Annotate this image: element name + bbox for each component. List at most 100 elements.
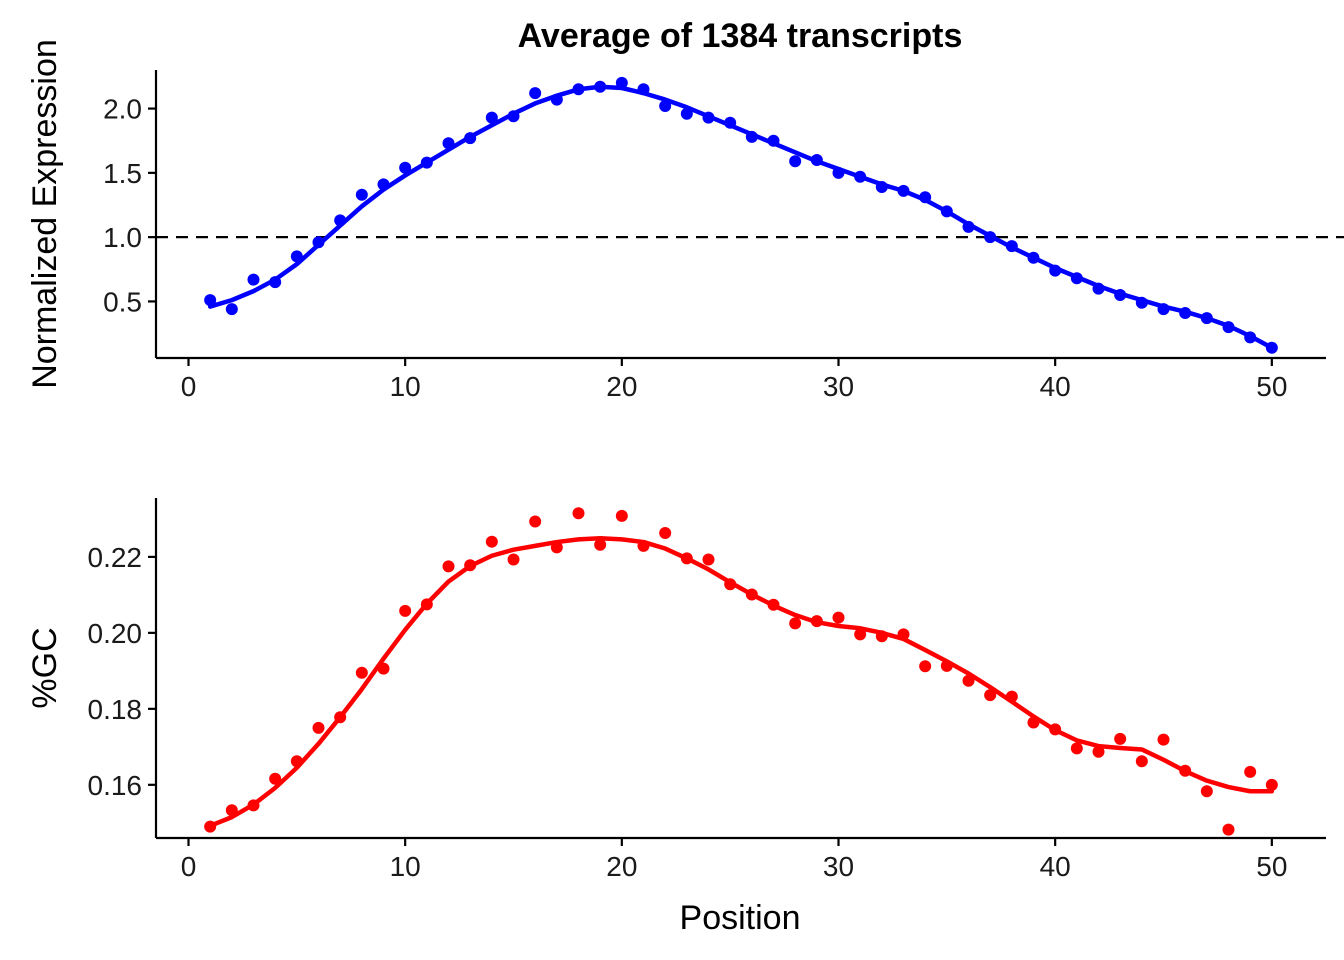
data-point <box>745 130 758 143</box>
data-point <box>204 294 217 307</box>
data-point <box>789 155 802 168</box>
data-point <box>377 662 390 675</box>
data-point <box>767 598 780 611</box>
data-point <box>355 188 368 201</box>
data-point <box>789 617 802 630</box>
data-point <box>962 674 975 687</box>
x-tick-label: 30 <box>823 851 854 882</box>
x-tick-label: 0 <box>181 371 197 402</box>
data-point <box>420 598 433 611</box>
data-point <box>334 711 347 724</box>
data-point <box>442 137 455 150</box>
data-point <box>1244 765 1257 778</box>
data-point <box>442 560 455 573</box>
data-point <box>919 191 932 204</box>
data-point <box>680 107 693 120</box>
data-point <box>875 181 888 193</box>
data-point <box>1179 764 1192 777</box>
data-point <box>615 76 628 89</box>
x-tick-label: 50 <box>1256 371 1287 402</box>
data-point <box>507 553 520 566</box>
data-point <box>724 578 737 591</box>
y-tick-label: 0.18 <box>88 694 143 725</box>
y-tick-label: 0.5 <box>103 286 142 317</box>
y-tick-label: 1.0 <box>103 222 142 253</box>
data-point <box>225 303 238 316</box>
data-point <box>269 772 282 785</box>
data-point <box>984 689 997 702</box>
data-point <box>399 161 412 174</box>
x-tick-label: 30 <box>823 371 854 402</box>
data-point <box>204 820 217 833</box>
data-point <box>1092 745 1105 758</box>
data-point <box>897 184 910 197</box>
data-point <box>507 110 520 123</box>
data-point <box>529 515 542 528</box>
data-point <box>615 509 628 522</box>
data-point <box>334 214 347 227</box>
data-point <box>854 628 867 641</box>
data-point <box>897 628 910 641</box>
tick-group: 0 10 20 30 40 50 0.5 1.0 1.5 2.0 <box>103 94 1287 402</box>
data-point <box>962 220 975 233</box>
y-tick-label: 0.20 <box>88 618 143 649</box>
data-point <box>550 93 563 106</box>
data-point <box>1135 755 1148 768</box>
data-point <box>659 526 672 539</box>
data-point <box>355 666 368 679</box>
x-tick-label: 0 <box>181 851 197 882</box>
data-point <box>810 154 823 166</box>
data-point <box>810 615 823 628</box>
data-point <box>1135 296 1148 309</box>
data-point <box>637 83 650 96</box>
data-point <box>1157 733 1170 746</box>
data-marks <box>204 507 1278 836</box>
data-point <box>940 659 953 672</box>
data-point <box>1005 240 1018 253</box>
data-point <box>659 100 672 112</box>
smooth-fit-line <box>207 536 1275 829</box>
data-point <box>550 541 563 554</box>
data-point <box>247 799 260 812</box>
x-tick-label: 20 <box>606 371 637 402</box>
data-point <box>485 111 498 124</box>
data-point <box>269 276 282 289</box>
y-axis-label: Normalized Expression <box>26 39 64 389</box>
data-point <box>1157 303 1170 316</box>
data-point <box>637 539 650 552</box>
data-point <box>572 83 585 96</box>
data-point <box>399 604 412 617</box>
data-point <box>312 236 325 249</box>
x-tick-label: 40 <box>1040 371 1071 402</box>
axes-group <box>154 498 1326 840</box>
data-point <box>1222 321 1235 334</box>
data-point <box>767 134 780 147</box>
data-point <box>940 205 953 218</box>
data-point <box>594 80 607 93</box>
chart-title: Average of 1384 transcripts <box>518 17 963 55</box>
data-point <box>832 166 845 179</box>
y-tick-label: 0.22 <box>88 542 143 573</box>
y-axis-label: %GC <box>26 627 64 708</box>
data-point <box>1049 723 1062 736</box>
data-point <box>1070 272 1083 285</box>
data-point <box>1200 312 1213 325</box>
y-tick-label: 2.0 <box>103 94 142 125</box>
data-point <box>832 611 845 624</box>
data-point <box>225 804 238 817</box>
x-tick-label: 10 <box>390 371 421 402</box>
x-tick-label: 50 <box>1256 851 1287 882</box>
data-point <box>1005 690 1018 703</box>
x-tick-label: 10 <box>390 851 421 882</box>
data-point <box>1114 732 1127 745</box>
data-point <box>919 660 932 673</box>
data-point <box>702 553 715 566</box>
data-point <box>594 538 607 551</box>
data-point <box>1200 785 1213 798</box>
tick-group: 0 10 20 30 40 50 0.16 0.18 0.20 0.22 <box>88 542 1288 882</box>
data-point <box>745 588 758 601</box>
gc-panel: 0 10 20 30 40 50 0.16 0.18 0.20 0.22 %GC Position <box>26 498 1326 937</box>
axes-group <box>154 70 1326 360</box>
data-point <box>724 116 737 129</box>
